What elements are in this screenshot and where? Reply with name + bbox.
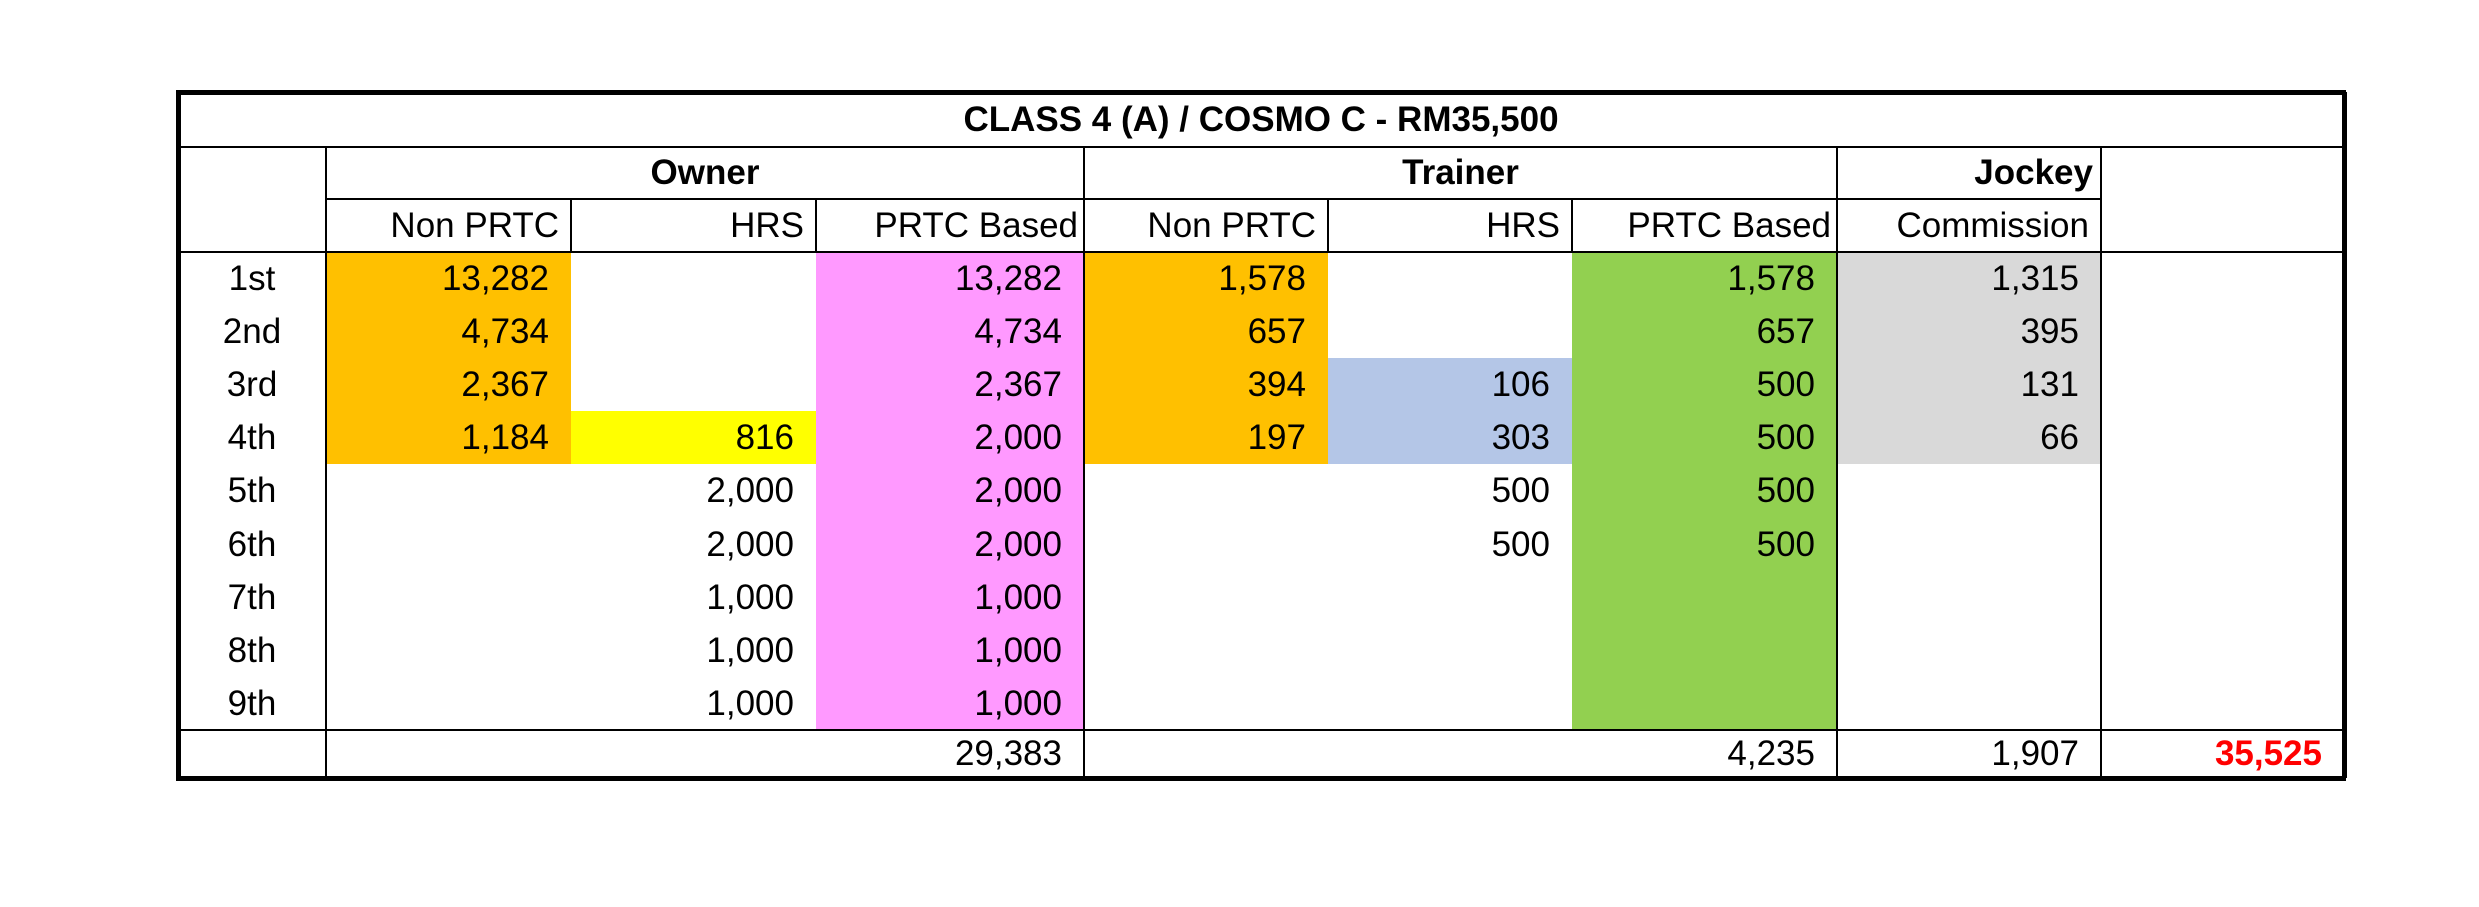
owner-non-prtc-fill (326, 252, 571, 465)
cell-owner-non-prtc: 4,734 (461, 312, 549, 352)
column-header-owner-prtc: PRTC Based (874, 206, 1078, 245)
group-header-jockey: Jockey (1974, 153, 2093, 192)
cell-trainer-prtc: 657 (1756, 312, 1815, 352)
trainer-hrs-fill (1328, 358, 1572, 465)
cell-owner-prtc: 1,000 (974, 683, 1062, 723)
trainer-non-prtc-fill (1084, 252, 1328, 465)
row-place-label: 8th (227, 630, 277, 670)
column-header-owner-non-prtc: Non PRTC (390, 206, 559, 245)
subheader-divider (1327, 199, 1329, 252)
totals-divider (178, 729, 2344, 731)
cell-owner-hrs: 816 (735, 418, 794, 458)
jockey-commission-fill (1837, 252, 2101, 465)
cell-owner-hrs: 1,000 (706, 630, 794, 670)
cell-owner-prtc: 4,734 (974, 312, 1062, 352)
cell-jockey-commission: 131 (2020, 365, 2079, 405)
cell-trainer-prtc: 500 (1756, 418, 1815, 458)
column-header-trainer-hrs: HRS (1486, 206, 1560, 245)
title-divider (178, 146, 2344, 148)
cell-owner-hrs: 1,000 (706, 683, 794, 723)
cell-owner-hrs: 1,000 (706, 577, 794, 617)
cell-owner-prtc: 1,000 (974, 577, 1062, 617)
cell-owner-prtc: 2,000 (974, 418, 1062, 458)
row-place-label: 9th (227, 683, 277, 723)
cell-trainer-non-prtc: 1,578 (1218, 259, 1306, 298)
header-divider (178, 251, 2344, 253)
cell-owner-non-prtc: 1,184 (461, 418, 549, 458)
cell-trainer-prtc: 500 (1756, 471, 1815, 511)
table-title: CLASS 4 (A) / COSMO C - RM35,500 (963, 100, 1559, 139)
total-jockey: 1,907 (1991, 734, 2079, 773)
subheader-divider (815, 199, 817, 252)
cell-trainer-non-prtc: 394 (1247, 365, 1306, 405)
cell-owner-hrs: 2,000 (706, 471, 794, 511)
group-header-owner: Owner (650, 153, 760, 192)
column-header-trainer-non-prtc: Non PRTC (1147, 206, 1316, 245)
row-place-label: 3rd (226, 365, 278, 405)
cell-trainer-hrs: 106 (1491, 365, 1550, 405)
cell-owner-prtc: 2,367 (974, 365, 1062, 405)
row-place-label: 6th (227, 524, 277, 564)
cell-trainer-non-prtc: 657 (1247, 312, 1306, 352)
row-place-label: 5th (227, 471, 277, 511)
grand-total: 35,525 (2214, 734, 2322, 773)
row-place-label: 4th (227, 418, 277, 458)
cell-trainer-hrs: 500 (1491, 471, 1550, 511)
row-place-label: 1st (228, 259, 276, 298)
cell-owner-prtc: 13,282 (954, 259, 1062, 298)
column-header-jockey-commission: Commission (1896, 206, 2089, 245)
cell-owner-non-prtc: 2,367 (461, 365, 549, 405)
cell-trainer-hrs: 500 (1491, 524, 1550, 564)
jockey-total-divider (2100, 147, 2102, 778)
cell-owner-non-prtc: 13,282 (441, 259, 549, 298)
row-place-label: 7th (227, 577, 277, 617)
cell-trainer-non-prtc: 197 (1247, 418, 1306, 458)
group-divider (326, 198, 2101, 200)
subheader-divider (570, 199, 572, 252)
group-header-trainer: Trainer (1402, 153, 1519, 192)
cell-jockey-commission: 1,315 (1991, 259, 2079, 298)
outer-border-top (176, 89, 2346, 95)
cell-trainer-prtc: 500 (1756, 365, 1815, 405)
owner-hrs-fill (571, 411, 816, 465)
cell-owner-hrs: 2,000 (706, 524, 794, 564)
column-header-owner-hrs: HRS (730, 206, 804, 245)
place-column-divider (325, 147, 327, 778)
column-header-trainer-prtc: PRTC Based (1627, 206, 1831, 245)
trainer-prtc-fill (1572, 252, 1837, 730)
cell-jockey-commission: 66 (2040, 418, 2079, 458)
trainer-jockey-divider (1836, 147, 1838, 778)
owner-trainer-divider (1083, 147, 1085, 778)
total-trainer: 4,235 (1727, 734, 1815, 773)
outer-border-right (2341, 92, 2347, 778)
cell-trainer-hrs: 303 (1491, 418, 1550, 458)
cell-trainer-prtc: 1,578 (1727, 259, 1815, 298)
outer-border-bottom (176, 775, 2346, 781)
owner-prtc-fill (816, 252, 1084, 730)
cell-trainer-prtc: 500 (1756, 524, 1815, 564)
cell-jockey-commission: 395 (2020, 312, 2079, 352)
total-owner: 29,383 (954, 734, 1062, 773)
subheader-divider (1571, 199, 1573, 252)
row-place-label: 2nd (222, 312, 282, 352)
cell-owner-prtc: 1,000 (974, 630, 1062, 670)
cell-owner-prtc: 2,000 (974, 471, 1062, 511)
cell-owner-prtc: 2,000 (974, 524, 1062, 564)
outer-border-left (175, 92, 181, 778)
